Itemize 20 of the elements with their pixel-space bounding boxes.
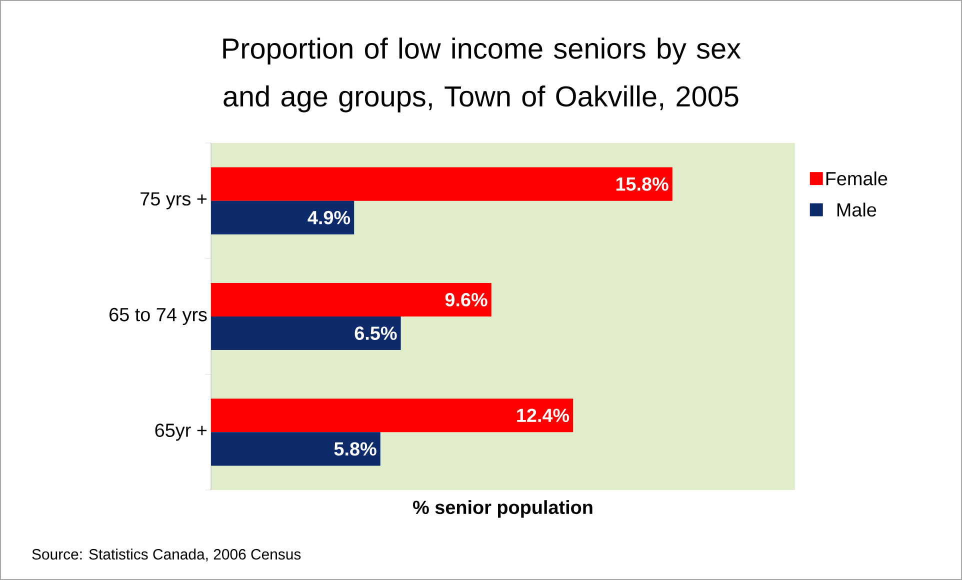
- data-label: 9.6%: [445, 293, 488, 306]
- bar: [211, 167, 672, 201]
- bar: [211, 398, 574, 432]
- data-label: 4.9%: [308, 210, 350, 224]
- data-label: 5.8%: [334, 442, 376, 456]
- bar: [211, 282, 492, 316]
- x-axis-title: % senior population: [413, 500, 592, 518]
- data-label: 15.8%: [616, 177, 668, 191]
- y-tick-label: 65 to 74 yrs: [110, 308, 207, 326]
- bar: [211, 316, 401, 350]
- source-note: Source: Statistics Canada, 2006 Census: [32, 548, 301, 562]
- y-tick-label: 75 yrs +: [140, 192, 207, 210]
- y-tick-label: 65yr +: [155, 424, 207, 441]
- legend-label: Female: [826, 171, 888, 186]
- data-label: 12.4%: [517, 408, 570, 422]
- data-label: 6.5%: [354, 326, 397, 340]
- legend-label: Male: [837, 202, 876, 217]
- chart-title: Proportion of low income seniors by sex and age groups, Town of Oakville, 2005: [223, 38, 741, 112]
- bar: [211, 432, 380, 466]
- bar: [211, 200, 354, 234]
